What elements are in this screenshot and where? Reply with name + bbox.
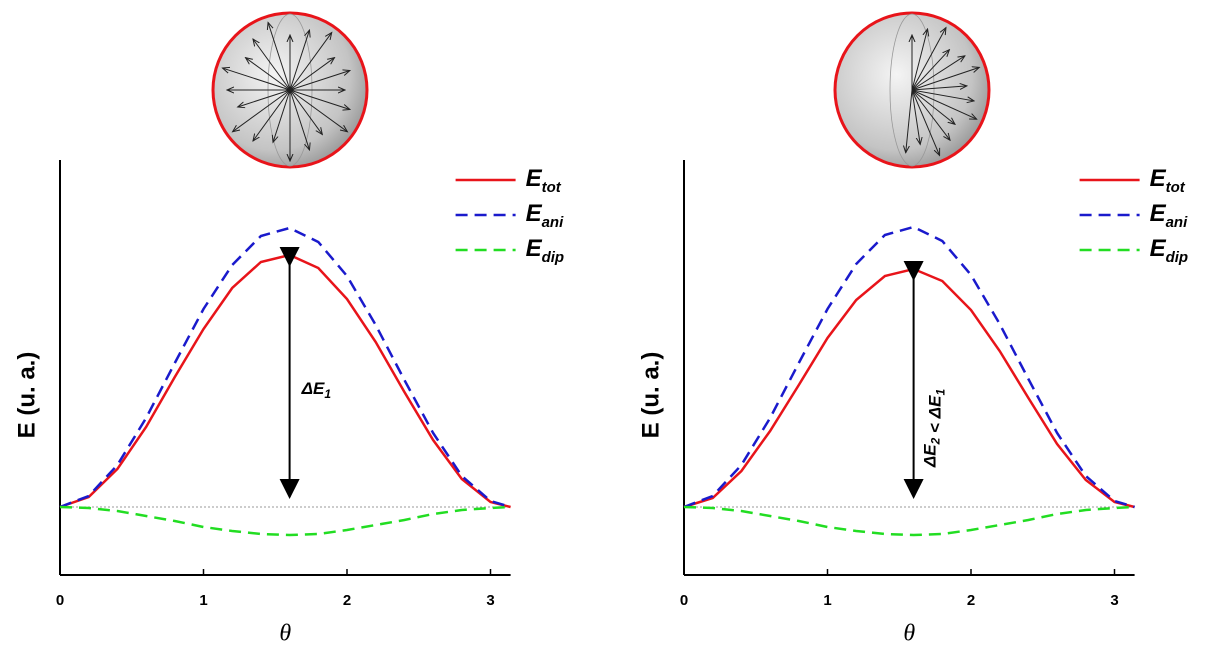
y-axis-label: E (u. a.) — [637, 352, 664, 439]
x-tick-label: 2 — [967, 592, 975, 609]
moment-arrow — [911, 89, 920, 144]
y-axis-label: E (u. a.) — [13, 352, 40, 439]
moment-arrow — [289, 89, 309, 150]
legend-subscript: ani — [1166, 214, 1189, 231]
moment-arrow — [253, 39, 291, 91]
legend-label: Eani — [1150, 200, 1189, 231]
moment-arrow — [911, 50, 949, 91]
sphere-ring — [889, 13, 935, 167]
x-tick-label: 1 — [199, 592, 207, 609]
legend-subscript: ani — [542, 214, 565, 231]
annotation-subscript: 1 — [324, 387, 331, 401]
annotation-text: ΔE — [921, 444, 940, 468]
moment-arrow — [911, 67, 979, 91]
series-line — [683, 267, 1135, 509]
legend-subscript: tot — [1166, 179, 1186, 196]
moment-arrow — [911, 89, 940, 155]
legend-name: E — [1150, 235, 1167, 262]
annotation-subscript: 2 — [929, 437, 943, 445]
moment-arrow — [268, 22, 291, 91]
moment-arrow — [911, 89, 955, 124]
legend-name: E — [526, 235, 543, 262]
legend-label: Edip — [526, 235, 565, 266]
legend-label: Etot — [1150, 165, 1186, 196]
moment-arrow — [911, 89, 974, 101]
legend-name: E — [1150, 200, 1167, 227]
x-tick-label: 0 — [680, 592, 688, 609]
moment-arrow — [289, 33, 332, 91]
moment-arrow — [253, 89, 291, 141]
moment-arrow — [238, 89, 291, 107]
annotation-subscript: 1 — [934, 389, 948, 396]
series-line — [59, 505, 511, 537]
x-tick-label: 2 — [343, 592, 351, 609]
legend-label: Etot — [526, 165, 562, 196]
legend-label: Edip — [1150, 235, 1189, 266]
moment-arrow — [911, 28, 946, 91]
moment-arrow — [906, 89, 913, 153]
legend-subscript: dip — [1166, 249, 1189, 266]
legend-label: Eani — [526, 200, 565, 231]
series-line — [683, 505, 1135, 537]
annotation: ΔE2 < ΔE1 — [921, 389, 948, 469]
x-axis-label: θ — [279, 621, 291, 647]
moment-arrow — [289, 89, 322, 134]
legend-name: E — [526, 165, 543, 192]
x-axis-label: θ — [903, 621, 915, 647]
moment-arrow — [911, 56, 965, 91]
moment-arrow — [222, 68, 291, 91]
annotation: ΔE1 — [301, 379, 332, 401]
sphere-icon — [211, 11, 369, 169]
moment-arrow — [289, 30, 309, 91]
moment-arrow — [246, 58, 291, 91]
series-line — [59, 253, 511, 509]
x-tick-label: 1 — [823, 592, 831, 609]
series-line — [59, 226, 511, 509]
x-tick-label: 0 — [56, 592, 64, 609]
moment-arrow — [273, 89, 291, 142]
moment-arrow — [911, 86, 967, 91]
moment-arrow — [289, 71, 350, 91]
legend-name: E — [1150, 165, 1167, 192]
x-tick-label: 3 — [1110, 592, 1118, 609]
moment-arrow — [289, 58, 334, 91]
x-tick-label: 3 — [486, 592, 494, 609]
legend-name: E — [526, 200, 543, 227]
annotation-text: < ΔE — [926, 395, 945, 438]
legend-subscript: dip — [542, 249, 565, 266]
legend-subscript: tot — [542, 179, 562, 196]
sphere-icon — [833, 11, 991, 169]
annotation-text: ΔE — [301, 379, 325, 398]
moment-arrow — [911, 89, 977, 119]
moment-arrow — [289, 89, 350, 109]
moment-arrow — [289, 89, 347, 132]
moment-arrow — [233, 89, 291, 132]
series-line — [683, 225, 1135, 509]
moment-arrow — [911, 29, 928, 91]
moment-arrow — [911, 89, 950, 140]
